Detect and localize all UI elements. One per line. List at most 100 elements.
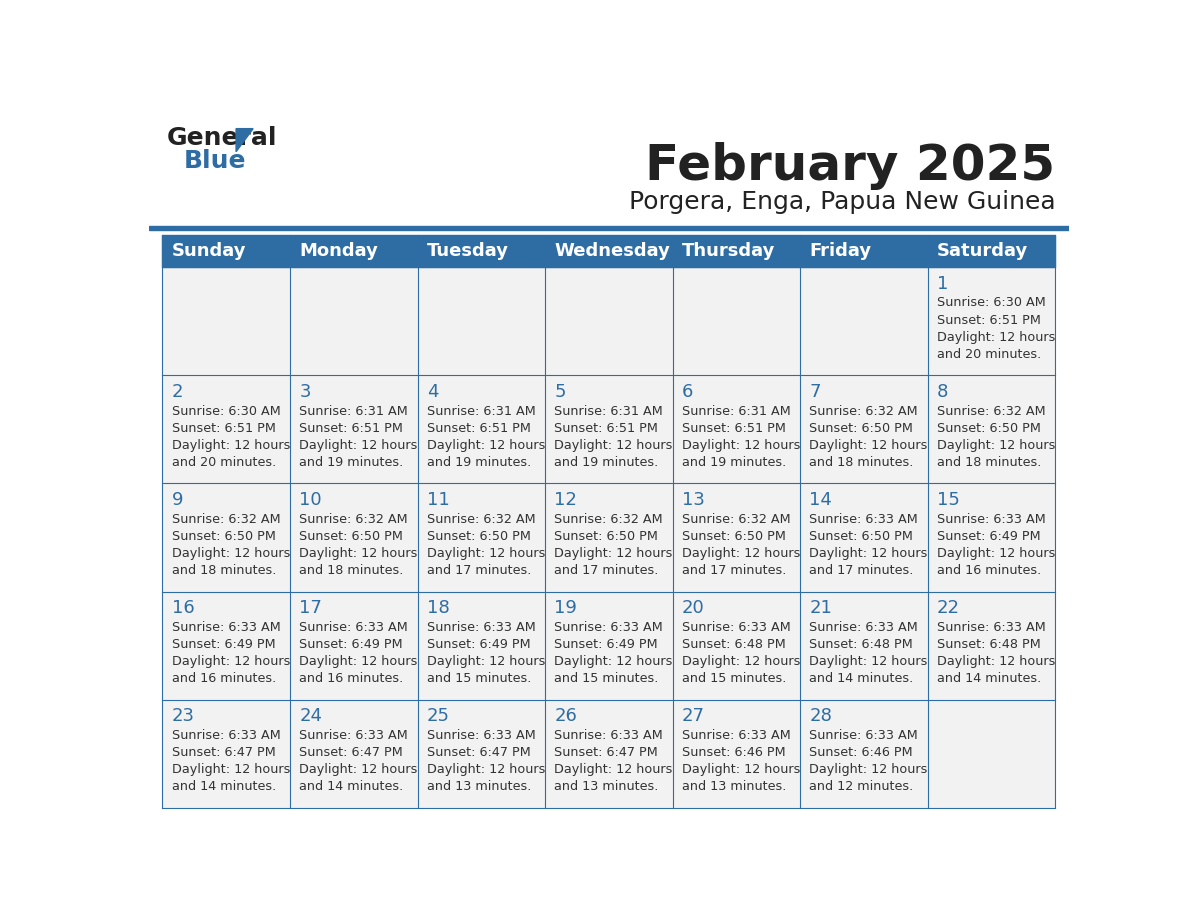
Text: Sunrise: 6:32 AM: Sunrise: 6:32 AM bbox=[555, 513, 663, 526]
Text: Daylight: 12 hours: Daylight: 12 hours bbox=[299, 763, 418, 776]
Text: Sunrise: 6:33 AM: Sunrise: 6:33 AM bbox=[809, 729, 918, 742]
Text: 9: 9 bbox=[172, 491, 183, 509]
Text: Daylight: 12 hours: Daylight: 12 hours bbox=[426, 547, 545, 560]
Text: and 13 minutes.: and 13 minutes. bbox=[555, 780, 659, 793]
Text: 26: 26 bbox=[555, 708, 577, 725]
Text: Daylight: 12 hours: Daylight: 12 hours bbox=[682, 655, 801, 668]
Bar bbox=[163, 235, 1055, 267]
Text: and 17 minutes.: and 17 minutes. bbox=[555, 564, 659, 577]
Text: Sunset: 6:47 PM: Sunset: 6:47 PM bbox=[426, 746, 531, 759]
Text: Sunset: 6:51 PM: Sunset: 6:51 PM bbox=[937, 314, 1041, 327]
Bar bbox=[417, 591, 545, 700]
Bar bbox=[148, 226, 1069, 230]
Text: 25: 25 bbox=[426, 708, 450, 725]
Text: Sunrise: 6:33 AM: Sunrise: 6:33 AM bbox=[172, 729, 280, 742]
Text: 5: 5 bbox=[555, 383, 565, 401]
Text: Sunset: 6:49 PM: Sunset: 6:49 PM bbox=[172, 638, 276, 651]
Text: 12: 12 bbox=[555, 491, 577, 509]
Text: and 16 minutes.: and 16 minutes. bbox=[937, 564, 1041, 577]
Text: Daylight: 12 hours: Daylight: 12 hours bbox=[682, 439, 801, 452]
Text: Sunrise: 6:32 AM: Sunrise: 6:32 AM bbox=[172, 513, 280, 526]
Text: Wednesday: Wednesday bbox=[555, 242, 670, 260]
Text: Daylight: 12 hours: Daylight: 12 hours bbox=[937, 439, 1055, 452]
Bar bbox=[928, 484, 1055, 591]
Bar bbox=[672, 375, 801, 484]
Text: 6: 6 bbox=[682, 383, 694, 401]
Text: and 17 minutes.: and 17 minutes. bbox=[426, 564, 531, 577]
Text: Daylight: 12 hours: Daylight: 12 hours bbox=[299, 439, 418, 452]
Text: 23: 23 bbox=[172, 708, 195, 725]
Text: Sunset: 6:49 PM: Sunset: 6:49 PM bbox=[299, 638, 403, 651]
Text: 21: 21 bbox=[809, 599, 833, 617]
Text: Sunrise: 6:33 AM: Sunrise: 6:33 AM bbox=[299, 729, 407, 742]
Text: Sunrise: 6:32 AM: Sunrise: 6:32 AM bbox=[809, 405, 918, 418]
Bar bbox=[290, 267, 417, 375]
Bar bbox=[928, 375, 1055, 484]
Text: and 17 minutes.: and 17 minutes. bbox=[682, 564, 786, 577]
Bar bbox=[290, 700, 417, 808]
Text: 24: 24 bbox=[299, 708, 322, 725]
Text: Sunrise: 6:32 AM: Sunrise: 6:32 AM bbox=[299, 513, 407, 526]
Text: Daylight: 12 hours: Daylight: 12 hours bbox=[809, 439, 928, 452]
Text: Daylight: 12 hours: Daylight: 12 hours bbox=[937, 547, 1055, 560]
Text: Sunrise: 6:33 AM: Sunrise: 6:33 AM bbox=[809, 621, 918, 633]
Text: Daylight: 12 hours: Daylight: 12 hours bbox=[426, 439, 545, 452]
Bar bbox=[163, 484, 290, 591]
Text: Sunrise: 6:33 AM: Sunrise: 6:33 AM bbox=[426, 621, 536, 633]
Text: and 20 minutes.: and 20 minutes. bbox=[172, 456, 276, 469]
Text: Sunset: 6:46 PM: Sunset: 6:46 PM bbox=[682, 746, 785, 759]
Text: Daylight: 12 hours: Daylight: 12 hours bbox=[426, 655, 545, 668]
Text: 11: 11 bbox=[426, 491, 449, 509]
Text: Sunset: 6:51 PM: Sunset: 6:51 PM bbox=[555, 421, 658, 435]
Text: Sunset: 6:49 PM: Sunset: 6:49 PM bbox=[555, 638, 658, 651]
Bar bbox=[801, 700, 928, 808]
Bar bbox=[672, 700, 801, 808]
Text: and 16 minutes.: and 16 minutes. bbox=[299, 672, 404, 685]
Text: 20: 20 bbox=[682, 599, 704, 617]
Text: Sunrise: 6:30 AM: Sunrise: 6:30 AM bbox=[937, 297, 1045, 309]
Text: 8: 8 bbox=[937, 383, 948, 401]
Bar bbox=[290, 375, 417, 484]
Text: and 19 minutes.: and 19 minutes. bbox=[682, 456, 786, 469]
Text: and 18 minutes.: and 18 minutes. bbox=[937, 456, 1042, 469]
Text: Sunrise: 6:31 AM: Sunrise: 6:31 AM bbox=[426, 405, 536, 418]
Bar bbox=[801, 591, 928, 700]
Text: 3: 3 bbox=[299, 383, 311, 401]
Bar bbox=[801, 267, 928, 375]
Text: Tuesday: Tuesday bbox=[426, 242, 508, 260]
Text: Sunset: 6:47 PM: Sunset: 6:47 PM bbox=[555, 746, 658, 759]
Text: 14: 14 bbox=[809, 491, 833, 509]
Text: Sunrise: 6:31 AM: Sunrise: 6:31 AM bbox=[682, 405, 791, 418]
Bar bbox=[928, 700, 1055, 808]
Text: Sunset: 6:50 PM: Sunset: 6:50 PM bbox=[299, 530, 403, 543]
Text: Sunrise: 6:33 AM: Sunrise: 6:33 AM bbox=[426, 729, 536, 742]
Text: 17: 17 bbox=[299, 599, 322, 617]
Text: Sunset: 6:50 PM: Sunset: 6:50 PM bbox=[172, 530, 276, 543]
Text: 15: 15 bbox=[937, 491, 960, 509]
Text: Saturday: Saturday bbox=[937, 242, 1029, 260]
Text: Sunrise: 6:32 AM: Sunrise: 6:32 AM bbox=[937, 405, 1045, 418]
Text: Sunrise: 6:33 AM: Sunrise: 6:33 AM bbox=[555, 729, 663, 742]
Text: General: General bbox=[166, 126, 277, 150]
Text: 22: 22 bbox=[937, 599, 960, 617]
Text: and 14 minutes.: and 14 minutes. bbox=[299, 780, 404, 793]
Text: Sunset: 6:47 PM: Sunset: 6:47 PM bbox=[172, 746, 276, 759]
Text: Sunset: 6:51 PM: Sunset: 6:51 PM bbox=[426, 421, 531, 435]
Bar bbox=[545, 484, 672, 591]
Text: 16: 16 bbox=[172, 599, 195, 617]
Text: Sunrise: 6:33 AM: Sunrise: 6:33 AM bbox=[682, 729, 791, 742]
Text: Sunset: 6:48 PM: Sunset: 6:48 PM bbox=[682, 638, 785, 651]
Text: Daylight: 12 hours: Daylight: 12 hours bbox=[809, 547, 928, 560]
Text: and 18 minutes.: and 18 minutes. bbox=[809, 456, 914, 469]
Bar bbox=[545, 700, 672, 808]
Bar bbox=[290, 591, 417, 700]
Bar bbox=[801, 375, 928, 484]
Text: and 20 minutes.: and 20 minutes. bbox=[937, 348, 1041, 361]
Text: Daylight: 12 hours: Daylight: 12 hours bbox=[172, 547, 290, 560]
Bar bbox=[163, 267, 290, 375]
Bar bbox=[163, 375, 290, 484]
Text: and 15 minutes.: and 15 minutes. bbox=[682, 672, 786, 685]
Bar bbox=[163, 591, 290, 700]
Text: Sunset: 6:51 PM: Sunset: 6:51 PM bbox=[299, 421, 403, 435]
Text: Sunset: 6:46 PM: Sunset: 6:46 PM bbox=[809, 746, 914, 759]
